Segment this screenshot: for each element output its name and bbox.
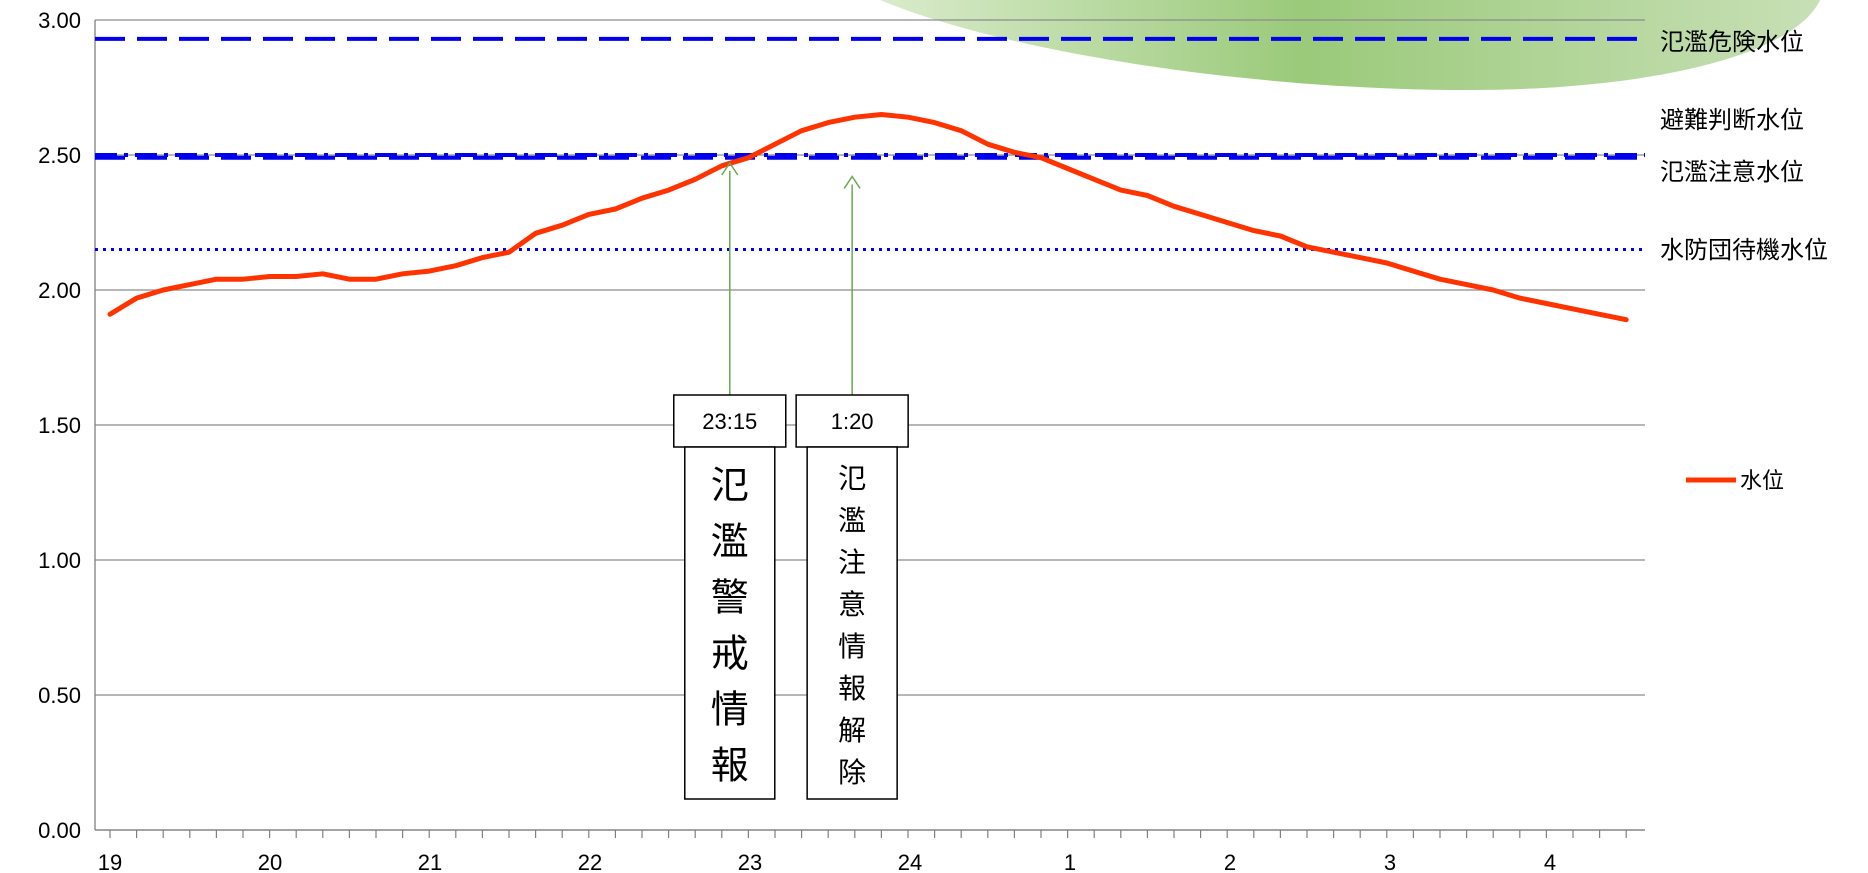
y-tick-label: 0.00 bbox=[38, 818, 81, 843]
annotation-text-char: 戒 bbox=[711, 632, 749, 676]
annotation-text-char: 氾 bbox=[711, 464, 749, 508]
annotation-time-box bbox=[673, 394, 787, 448]
annotation-text-box bbox=[806, 446, 898, 800]
annotation-text-char: 報 bbox=[711, 744, 749, 788]
decorative-leaf-shape bbox=[880, 0, 1820, 90]
x-tick-label: 21 bbox=[418, 850, 442, 873]
x-tick-label: 24 bbox=[898, 850, 922, 873]
annotation-text-char: 注 bbox=[838, 546, 866, 579]
annotation-text-char: 濫 bbox=[838, 504, 866, 537]
legend: 水位 bbox=[1686, 469, 1784, 494]
annotation-text-char: 除 bbox=[838, 756, 866, 789]
annotation-time-label: 1:20 bbox=[831, 409, 874, 434]
x-tick-label: 23 bbox=[738, 850, 762, 873]
y-tick-label: 3.00 bbox=[38, 8, 81, 33]
annotation-time-label: 23:15 bbox=[702, 409, 757, 434]
reference-line-label: 氾濫注意水位 bbox=[1660, 158, 1804, 186]
y-tick-label: 1.00 bbox=[38, 548, 81, 573]
reference-line-label: 避難判断水位 bbox=[1660, 106, 1804, 134]
series-lines bbox=[107, 112, 1629, 323]
x-tick-label: 19 bbox=[98, 850, 122, 873]
y-tick-label: 1.50 bbox=[38, 413, 81, 438]
x-tick-label: 4 bbox=[1544, 850, 1556, 873]
x-tick-label: 1 bbox=[1064, 850, 1076, 873]
annotation-text-char: 氾 bbox=[838, 462, 866, 495]
annotation-text-char: 情 bbox=[838, 630, 866, 663]
y-tick-label: 0.50 bbox=[38, 683, 81, 708]
reference-line-label: 氾濫危険水位 bbox=[1660, 28, 1804, 56]
x-tick-label: 20 bbox=[258, 850, 282, 873]
annotation-arrowhead bbox=[843, 175, 861, 189]
annotation-text-char: 意 bbox=[838, 588, 866, 621]
annotation-text-char: 濫 bbox=[711, 520, 749, 564]
x-tick-label: 22 bbox=[578, 850, 602, 873]
annotation-arrowhead bbox=[721, 161, 739, 176]
annotation-text-box bbox=[684, 446, 776, 800]
annotation-text-char: 解 bbox=[838, 714, 866, 747]
x-tick-label: 3 bbox=[1384, 850, 1396, 873]
annotation-text-char: 情 bbox=[711, 688, 749, 732]
annotation-text-char: 報 bbox=[838, 672, 866, 705]
series-line bbox=[107, 112, 1629, 323]
annotation-text-char: 警 bbox=[711, 576, 749, 620]
x-tick-label: 2 bbox=[1224, 850, 1236, 873]
legend-label: 水位 bbox=[1740, 469, 1784, 494]
reference-line-label: 水防団待機水位 bbox=[1660, 236, 1828, 264]
y-tick-label: 2.50 bbox=[38, 143, 81, 168]
y-tick-label: 2.00 bbox=[38, 278, 81, 303]
